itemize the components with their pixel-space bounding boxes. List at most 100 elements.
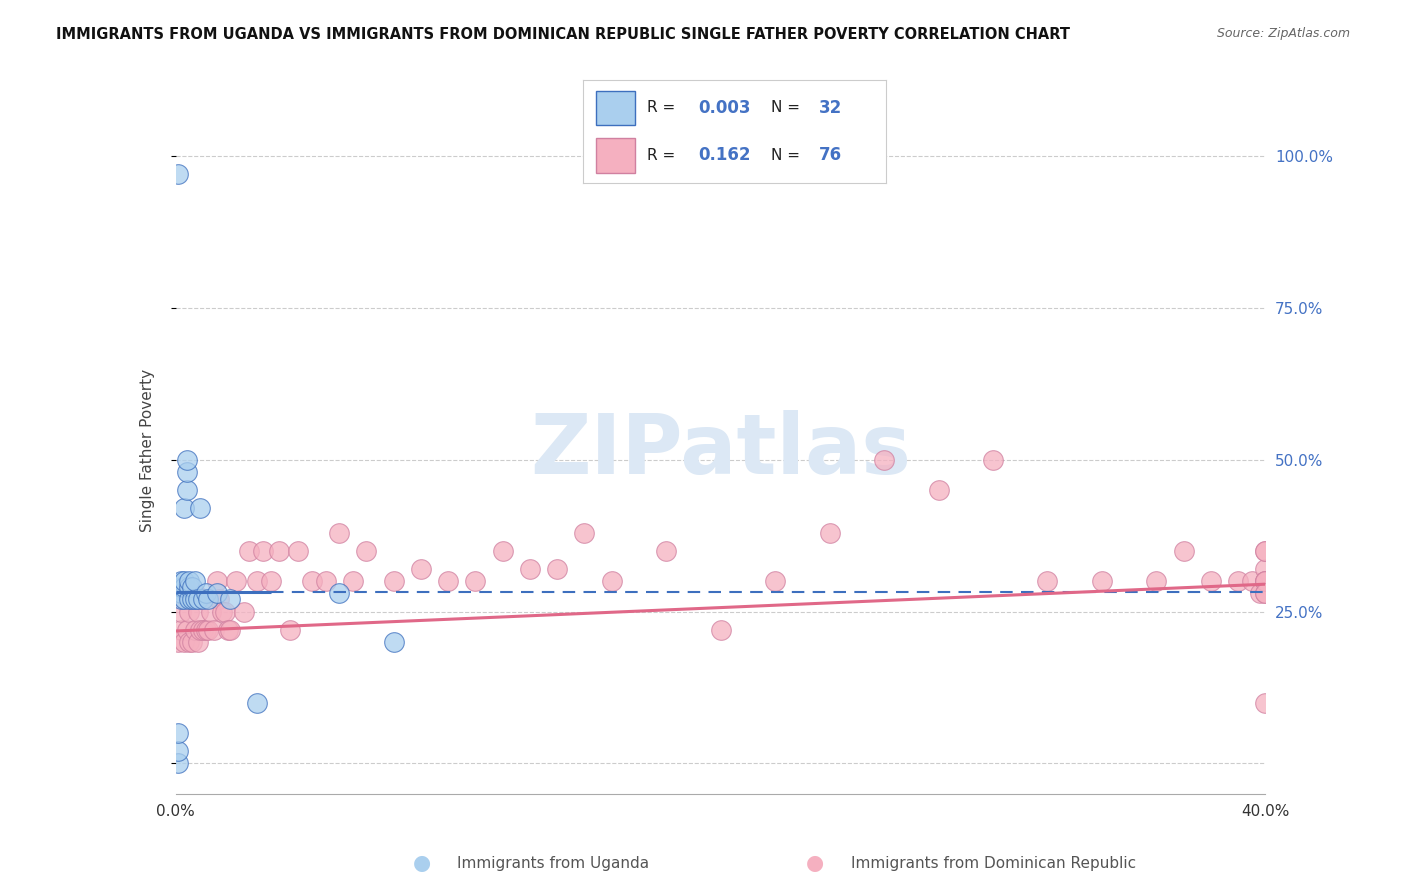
Point <box>208 592 231 607</box>
Point <box>1254 543 1277 558</box>
Point <box>197 623 219 637</box>
Point <box>191 623 214 637</box>
Point <box>1254 562 1277 576</box>
Point <box>1144 574 1167 589</box>
Point <box>194 586 217 600</box>
Point <box>214 605 236 619</box>
Point <box>301 574 323 589</box>
Point <box>655 543 678 558</box>
Point <box>205 586 228 600</box>
Text: ●: ● <box>807 854 824 873</box>
Point <box>173 580 195 594</box>
Point <box>173 592 195 607</box>
Y-axis label: Single Father Poverty: Single Father Poverty <box>141 369 155 532</box>
Point <box>170 586 193 600</box>
Point <box>260 574 283 589</box>
Text: Source: ZipAtlas.com: Source: ZipAtlas.com <box>1216 27 1350 40</box>
Text: 32: 32 <box>820 99 842 117</box>
Point <box>287 543 309 558</box>
Point <box>170 623 193 637</box>
Point <box>710 623 733 637</box>
Text: ●: ● <box>413 854 430 873</box>
Point <box>181 635 204 649</box>
Point <box>225 574 247 589</box>
Point <box>191 592 214 607</box>
Point <box>246 574 269 589</box>
Point <box>382 635 405 649</box>
Point <box>315 574 337 589</box>
Point <box>1254 543 1277 558</box>
Point <box>238 543 260 558</box>
Point <box>173 574 195 589</box>
Point <box>176 452 198 467</box>
Point <box>202 623 225 637</box>
Point <box>1173 543 1195 558</box>
Point <box>167 635 190 649</box>
Point <box>173 501 195 516</box>
Point <box>167 726 190 740</box>
Point <box>184 574 207 589</box>
Point <box>176 483 198 497</box>
Point <box>437 574 460 589</box>
Point <box>1254 586 1277 600</box>
Text: ZIPatlas: ZIPatlas <box>530 410 911 491</box>
Point <box>217 623 239 637</box>
Point <box>191 592 214 607</box>
Point <box>167 756 190 771</box>
Point <box>186 605 209 619</box>
Point <box>356 543 378 558</box>
Point <box>170 592 193 607</box>
Point <box>184 592 207 607</box>
Point <box>211 605 233 619</box>
Point <box>1254 574 1277 589</box>
Point <box>1254 574 1277 589</box>
Point <box>179 580 201 594</box>
Point <box>328 586 350 600</box>
Point <box>179 635 201 649</box>
Point <box>232 605 254 619</box>
Text: 0.162: 0.162 <box>699 146 751 164</box>
Point <box>179 574 201 589</box>
Text: R =: R = <box>647 101 681 115</box>
Point <box>176 465 198 479</box>
Point <box>328 525 350 540</box>
Text: IMMIGRANTS FROM UGANDA VS IMMIGRANTS FROM DOMINICAN REPUBLIC SINGLE FATHER POVER: IMMIGRANTS FROM UGANDA VS IMMIGRANTS FRO… <box>56 27 1070 42</box>
Point <box>200 605 222 619</box>
Text: R =: R = <box>647 148 681 162</box>
Point <box>219 623 242 637</box>
Point <box>1254 574 1277 589</box>
Point <box>188 592 211 607</box>
Point <box>269 543 291 558</box>
Point <box>219 592 242 607</box>
Text: N =: N = <box>770 101 804 115</box>
Point <box>252 543 274 558</box>
Point <box>205 574 228 589</box>
Point <box>246 696 269 710</box>
Text: 0.003: 0.003 <box>699 99 751 117</box>
Point <box>519 562 541 576</box>
Point <box>197 592 219 607</box>
Point <box>179 592 201 607</box>
Bar <box>596 137 636 173</box>
Point <box>181 580 204 594</box>
Point <box>382 574 405 589</box>
Point <box>167 167 190 181</box>
Point <box>176 623 198 637</box>
Point <box>170 605 193 619</box>
Point <box>184 586 207 600</box>
Point <box>928 483 950 497</box>
Point <box>1254 696 1277 710</box>
Text: Immigrants from Uganda: Immigrants from Uganda <box>457 856 650 871</box>
Point <box>1091 574 1114 589</box>
Text: 76: 76 <box>820 146 842 164</box>
Point <box>188 623 211 637</box>
Point <box>170 580 193 594</box>
Point <box>873 452 896 467</box>
Text: Immigrants from Dominican Republic: Immigrants from Dominican Republic <box>851 856 1136 871</box>
Point <box>179 605 201 619</box>
Point <box>181 592 204 607</box>
Point <box>186 635 209 649</box>
Point <box>278 623 301 637</box>
Bar <box>596 91 636 126</box>
Point <box>1227 574 1250 589</box>
